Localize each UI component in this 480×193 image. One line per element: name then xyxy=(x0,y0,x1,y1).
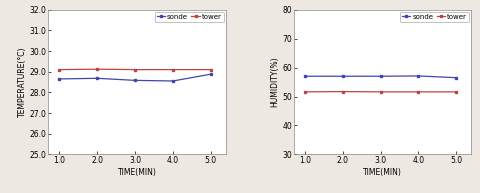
tower xyxy=(170,69,176,71)
tower xyxy=(132,69,138,71)
Legend: sonde, tower: sonde, tower xyxy=(399,12,468,22)
Line: sonde: sonde xyxy=(58,73,212,82)
sonde xyxy=(301,75,307,77)
tower xyxy=(377,91,383,93)
sonde xyxy=(170,80,176,82)
Line: sonde: sonde xyxy=(303,74,456,79)
tower xyxy=(415,91,420,93)
tower xyxy=(453,91,458,93)
tower xyxy=(301,91,307,93)
Y-axis label: HUMIDITY(%): HUMIDITY(%) xyxy=(270,57,279,107)
sonde xyxy=(377,75,383,77)
Y-axis label: TEMPERATURE(°C): TEMPERATURE(°C) xyxy=(18,47,27,117)
sonde xyxy=(207,73,213,75)
sonde xyxy=(132,79,138,81)
tower xyxy=(207,69,213,71)
sonde xyxy=(415,75,420,77)
tower xyxy=(94,68,100,70)
Legend: sonde, tower: sonde, tower xyxy=(154,12,223,22)
sonde xyxy=(339,75,345,77)
sonde xyxy=(94,77,100,80)
sonde xyxy=(453,76,458,79)
Line: tower: tower xyxy=(58,68,212,71)
X-axis label: TIME(MIN): TIME(MIN) xyxy=(117,168,156,177)
sonde xyxy=(57,78,62,80)
Line: tower: tower xyxy=(303,90,456,93)
tower xyxy=(339,90,345,93)
X-axis label: TIME(MIN): TIME(MIN) xyxy=(362,168,401,177)
tower xyxy=(57,69,62,71)
